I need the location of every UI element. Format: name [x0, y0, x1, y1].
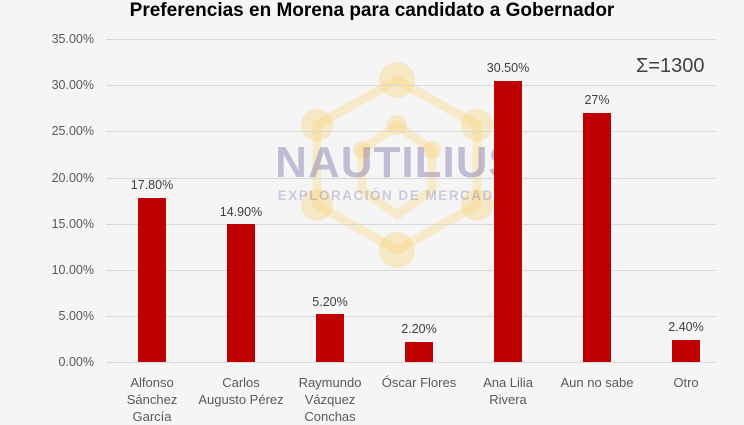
x-axis-line [106, 362, 716, 363]
y-tick: 0.00% [58, 355, 94, 369]
data-label: 30.50% [486, 61, 530, 75]
x-label: Raymundo Vázquez Conchas [298, 375, 362, 424]
bar-oscar-flores [405, 342, 433, 362]
gridline [106, 131, 716, 132]
x-label: Otro [673, 375, 699, 390]
bar-aun-no-sabe [583, 113, 611, 362]
gridline [106, 224, 716, 225]
x-label: Ana Lilia Rivera [483, 375, 533, 407]
bar-otro [672, 340, 700, 362]
y-tick: 25.00% [51, 124, 94, 138]
data-label: 27% [584, 93, 610, 107]
y-tick: 5.00% [58, 309, 94, 323]
bar-alfonso-sanchez-garcia [138, 198, 166, 362]
data-label: 17.80% [130, 178, 174, 192]
watermark-brand: NAUTILIUS [275, 138, 519, 187]
gridline [106, 178, 716, 179]
data-label: 2.40% [668, 320, 704, 334]
y-tick: 15.00% [51, 217, 94, 231]
data-label: 14.90% [219, 205, 263, 219]
gridline [106, 270, 716, 271]
chart-title: Preferencias en Morena para candidato a … [129, 0, 615, 21]
sample-size-annotation: Σ=1300 [636, 55, 705, 77]
x-label: Alfonso Sánchez García [126, 375, 178, 424]
gridline [106, 85, 716, 86]
y-tick: 30.00% [51, 78, 94, 92]
gridline [106, 39, 716, 40]
bar-raymundo-vazquez-conchas [316, 314, 344, 362]
watermark-tagline: EXPLORACIÓN DE MERCADOS [277, 188, 517, 203]
bar-carlos-augusto-perez [227, 224, 255, 362]
x-label: Aun no sabe [560, 375, 634, 390]
data-label: 2.20% [401, 322, 437, 336]
x-label: Carlos Augusto Pérez [198, 375, 284, 407]
data-label: 5.20% [312, 295, 348, 309]
y-tick: 20.00% [51, 171, 94, 185]
y-tick: 10.00% [51, 263, 94, 277]
x-label: Óscar Flores [381, 375, 457, 390]
gridline [106, 316, 716, 317]
y-tick: 35.00% [51, 32, 94, 46]
bar-ana-lilia-rivera [494, 81, 522, 362]
